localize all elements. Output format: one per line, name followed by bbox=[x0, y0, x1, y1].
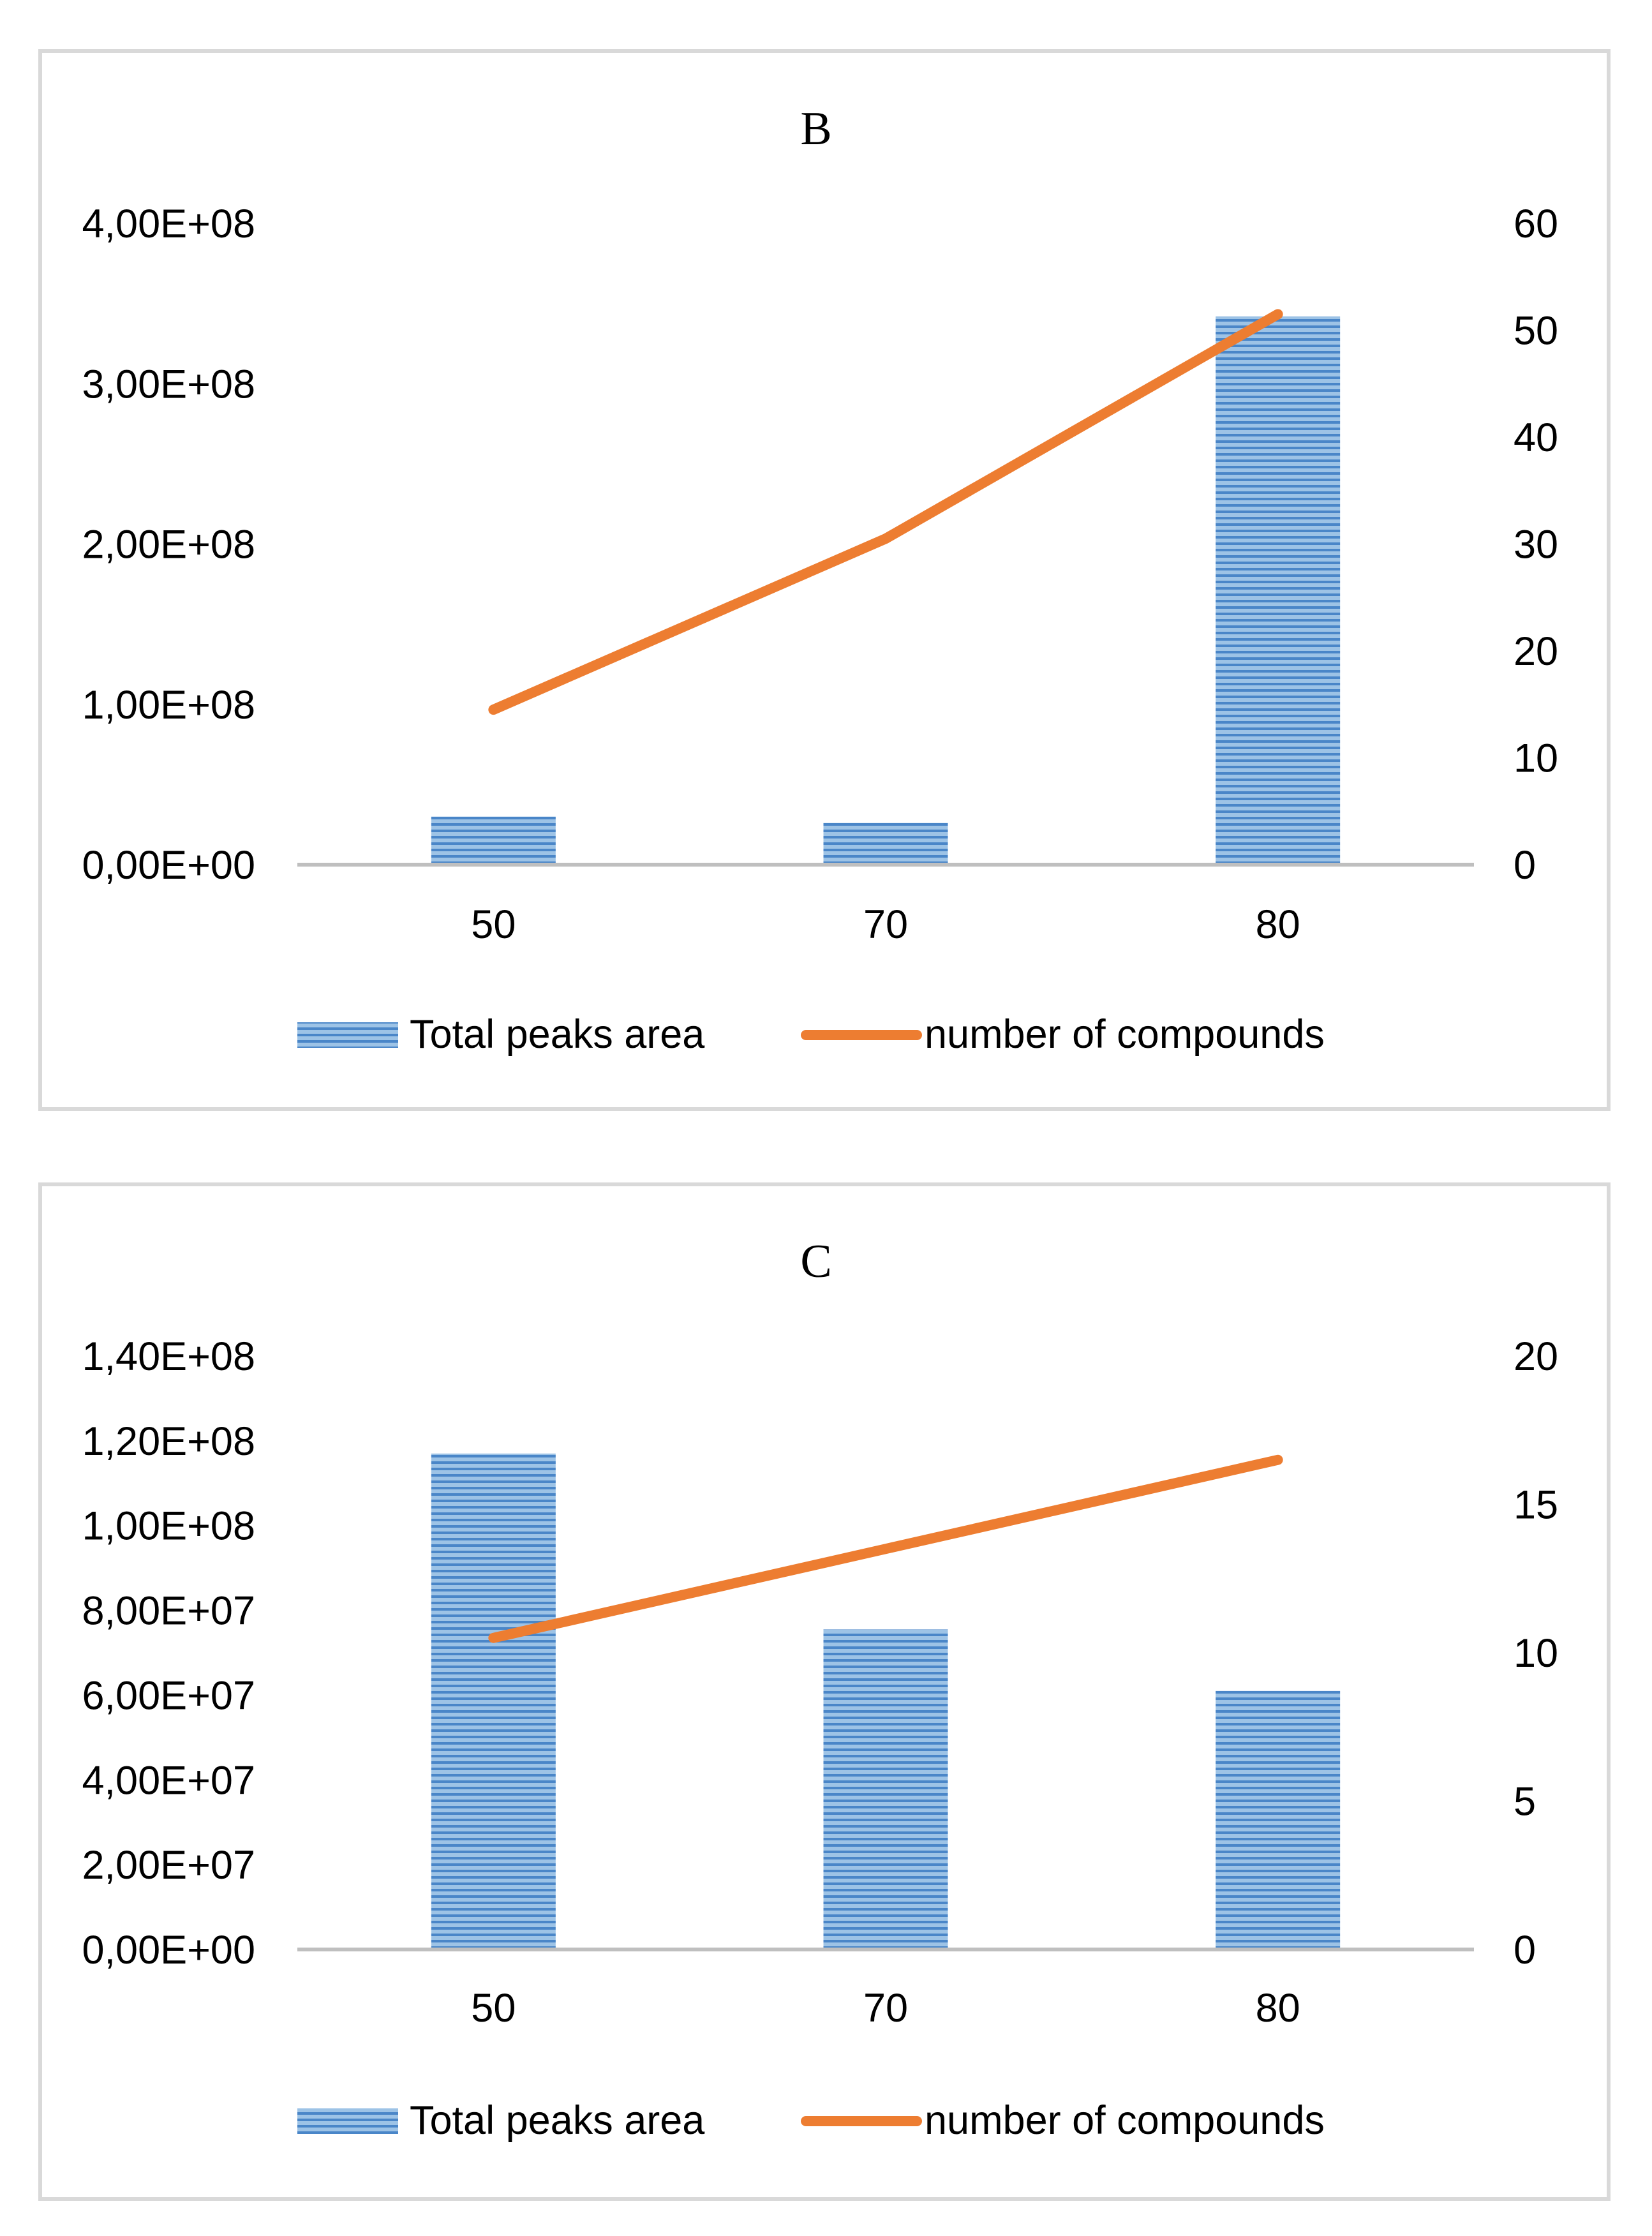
category-label: 80 bbox=[1256, 1986, 1300, 2031]
legend-bar-swatch bbox=[297, 1022, 398, 1048]
bar-80 bbox=[1216, 316, 1341, 865]
left-tick-label: 8,00E+07 bbox=[82, 1589, 255, 1634]
chart-title-c: C bbox=[800, 1235, 831, 1288]
line-series-c bbox=[488, 1454, 1283, 1643]
category-label: 50 bbox=[471, 902, 516, 947]
left-tick-label: 1,20E+08 bbox=[82, 1419, 255, 1464]
right-tick-label: 20 bbox=[1514, 1334, 1558, 1379]
right-tick-label: 0 bbox=[1514, 843, 1536, 888]
right-tick-label: 20 bbox=[1514, 629, 1558, 674]
right-tick-label: 60 bbox=[1514, 202, 1558, 246]
bar-50 bbox=[431, 1453, 556, 1949]
right-tick-label: 40 bbox=[1514, 415, 1558, 460]
left-tick-label: 2,00E+07 bbox=[82, 1843, 255, 1888]
right-tick-label: 10 bbox=[1514, 736, 1558, 781]
category-label: 70 bbox=[863, 1986, 908, 2031]
bar-80 bbox=[1216, 1690, 1341, 1949]
bar-70 bbox=[823, 823, 948, 865]
chart-frame-b bbox=[38, 49, 1611, 1111]
category-label: 50 bbox=[471, 1986, 516, 2031]
left-axis-ticks-b: 0,00E+00 1,00E+08 2,00E+08 3,00E+08 4,00E+08 bbox=[82, 202, 255, 888]
left-tick-label: 2,00E+08 bbox=[82, 523, 255, 567]
left-tick-label: 1,40E+08 bbox=[82, 1334, 255, 1379]
bar-series-b bbox=[431, 316, 1341, 865]
right-tick-label: 15 bbox=[1514, 1483, 1558, 1528]
category-label: 80 bbox=[1256, 902, 1300, 947]
left-tick-label: 6,00E+07 bbox=[82, 1673, 255, 1718]
x-axis-ticks-b: 50 70 80 bbox=[471, 902, 1300, 947]
legend-line-label: number of compounds bbox=[925, 2098, 1325, 2143]
bar-series-c bbox=[431, 1453, 1341, 1949]
right-axis-ticks-c: 0 5 10 15 20 bbox=[1514, 1334, 1558, 1972]
right-tick-label: 0 bbox=[1514, 1928, 1536, 1972]
right-tick-label: 5 bbox=[1514, 1780, 1536, 1824]
left-axis-ticks-c: 0,00E+00 2,00E+07 4,00E+07 6,00E+07 8,00E+07… bbox=[82, 1334, 255, 1972]
left-tick-label: 0,00E+00 bbox=[82, 843, 255, 888]
left-tick-label: 4,00E+08 bbox=[82, 202, 255, 246]
category-label: 70 bbox=[863, 902, 908, 947]
legend-bar-label: Total peaks area bbox=[410, 1012, 705, 1057]
chart-title-b: B bbox=[800, 103, 831, 155]
chart-panel-b: B 0,00E+00 1,00E+08 2,00E+08 3,00E+08 4,00E+… bbox=[38, 49, 1611, 1111]
left-tick-label: 0,00E+00 bbox=[82, 1928, 255, 1972]
right-tick-label: 10 bbox=[1514, 1631, 1558, 1676]
x-axis-ticks-c: 50 70 80 bbox=[471, 1986, 1300, 2031]
legend-b: Total peaks area number of compounds bbox=[297, 1012, 1325, 1057]
right-axis-ticks-b: 0 10 20 30 40 50 60 bbox=[1514, 202, 1558, 888]
legend-c: Total peaks area number of compounds bbox=[297, 2098, 1325, 2143]
legend-line-label: number of compounds bbox=[925, 1012, 1325, 1057]
line-series-b bbox=[488, 309, 1283, 715]
chart-panel-c: C 0,00E+00 2,00E+07 4,00E+07 6,00E+07 8,00E+… bbox=[38, 1182, 1611, 2201]
legend-bar-swatch bbox=[297, 2108, 398, 2134]
left-tick-label: 1,00E+08 bbox=[82, 1504, 255, 1549]
bar-70 bbox=[823, 1629, 948, 1949]
right-tick-label: 30 bbox=[1514, 523, 1558, 567]
bar-50 bbox=[431, 816, 556, 865]
legend-bar-label: Total peaks area bbox=[410, 2098, 705, 2143]
left-tick-label: 4,00E+07 bbox=[82, 1758, 255, 1803]
left-tick-label: 3,00E+08 bbox=[82, 362, 255, 406]
right-tick-label: 50 bbox=[1514, 309, 1558, 354]
left-tick-label: 1,00E+08 bbox=[82, 683, 255, 727]
